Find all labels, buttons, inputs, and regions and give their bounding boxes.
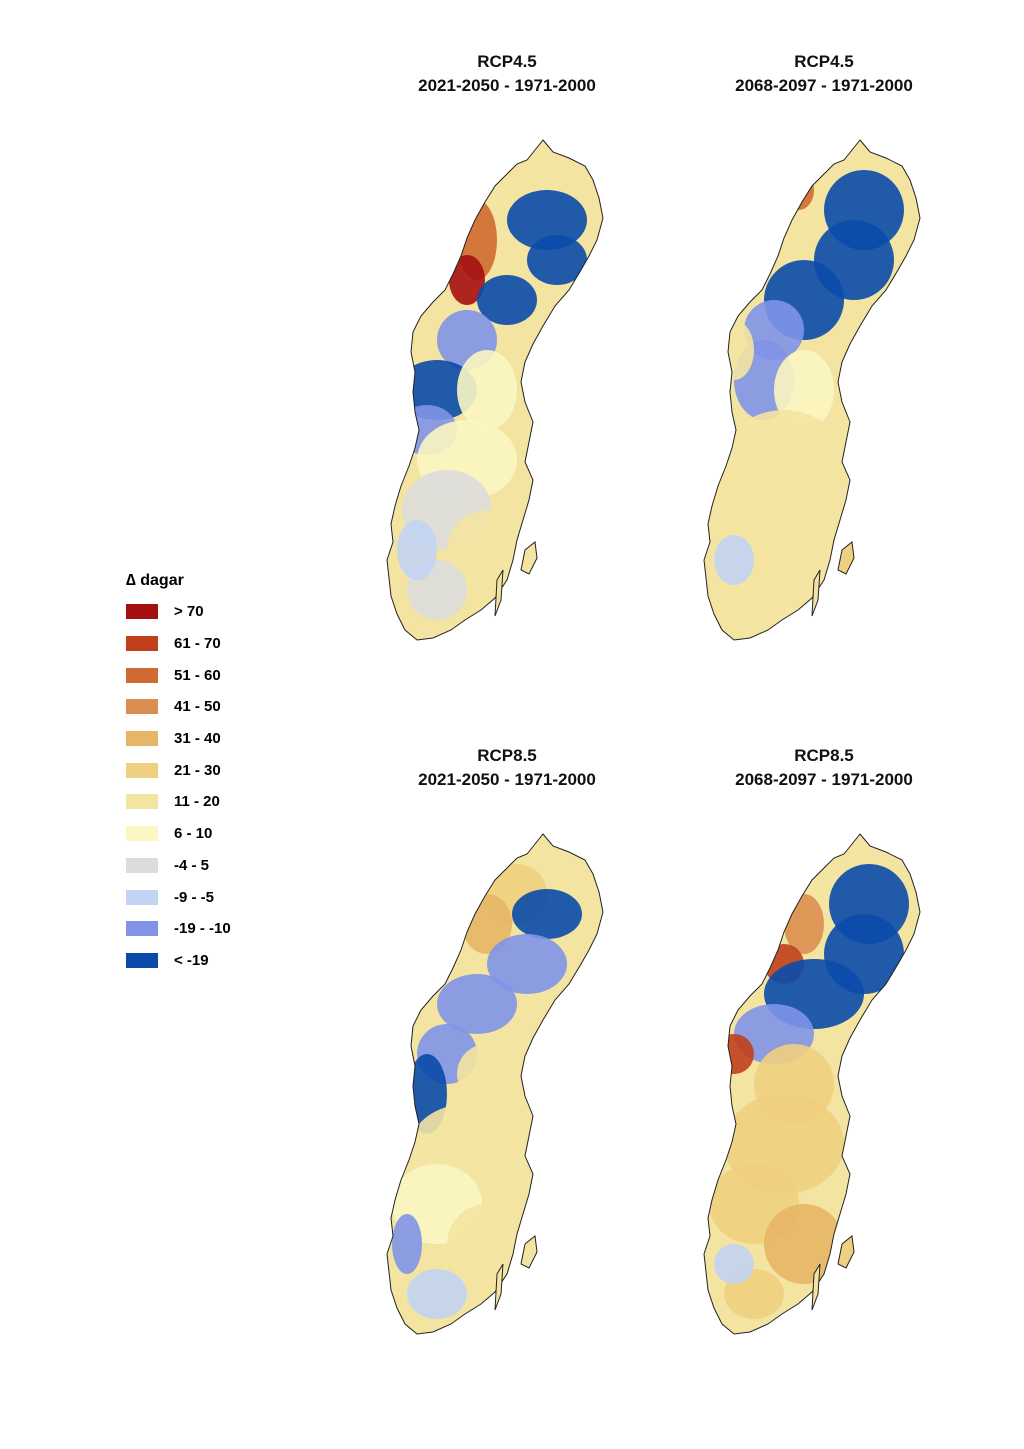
legend-item: 61 - 70	[126, 628, 231, 660]
map-region	[437, 974, 517, 1034]
legend-swatch	[126, 762, 158, 778]
map-region	[397, 520, 437, 580]
panel-title-scenario: RCP4.5	[477, 52, 537, 71]
map-region	[714, 320, 754, 380]
legend-swatch	[126, 857, 158, 873]
legend-swatch	[126, 636, 158, 652]
country-outline	[703, 139, 921, 641]
legend-item: 6 - 10	[126, 818, 231, 850]
legend-label: 61 - 70	[174, 635, 221, 653]
map-region	[714, 1244, 754, 1284]
panel-title-period: 2021-2050 - 1971-2000	[418, 76, 596, 95]
legend-label: 6 - 10	[174, 825, 213, 843]
legend-item: > 70	[126, 596, 231, 628]
island-oland	[494, 1263, 504, 1311]
island-oland	[811, 569, 821, 617]
island-gotland	[837, 541, 855, 575]
sweden-map	[703, 139, 921, 641]
map-region	[487, 934, 567, 994]
map-region	[527, 235, 587, 285]
legend-item: 21 - 30	[126, 754, 231, 786]
island-gotland	[520, 1235, 538, 1269]
legend-item: -4 - 5	[126, 850, 231, 882]
map-region	[764, 1204, 844, 1284]
map-region	[512, 889, 582, 939]
map-panel-rcp85-2021-2050: RCP8.5 2021-2050 - 1971-2000	[357, 744, 657, 1344]
map-region	[457, 350, 517, 430]
legend-label: 11 - 20	[174, 793, 220, 811]
country-outline	[703, 833, 921, 1335]
legend-label: -19 - -10	[174, 920, 231, 938]
map-fill	[704, 140, 920, 640]
map-region	[449, 255, 485, 305]
map-fill	[704, 834, 920, 1334]
map-region	[714, 1034, 754, 1074]
legend-item: 11 - 20	[126, 786, 231, 818]
legend-label: < -19	[174, 951, 209, 969]
legend-item: -9 - -5	[126, 881, 231, 913]
map-region	[447, 510, 527, 590]
island-oland	[494, 569, 504, 617]
map-region	[447, 1204, 527, 1284]
map-region	[477, 275, 537, 325]
map-fill	[387, 140, 603, 640]
sweden-map	[386, 833, 604, 1335]
legend-label: -9 - -5	[174, 888, 215, 906]
map-panel-rcp45-2068-2097: RCP4.5 2068-2097 - 1971-2000	[674, 50, 974, 650]
map-region	[764, 510, 844, 590]
legend-swatch	[126, 921, 158, 937]
map-region	[774, 350, 834, 430]
legend-label: -4 - 5	[174, 856, 210, 874]
legend-delta-symbol: ∆	[126, 572, 136, 589]
map-panel-rcp45-2021-2050: RCP4.5 2021-2050 - 1971-2000	[357, 50, 657, 650]
panel-title-scenario: RCP8.5	[477, 746, 537, 765]
legend-item: -19 - -10	[126, 913, 231, 945]
legend-swatch	[126, 731, 158, 747]
panel-title-scenario: RCP8.5	[794, 746, 854, 765]
legend-swatch	[126, 952, 158, 968]
panel-title-period: 2021-2050 - 1971-2000	[418, 770, 596, 789]
legend-label: 41 - 50	[174, 698, 221, 716]
map-region	[457, 1044, 517, 1104]
panel-title-period: 2068-2097 - 1971-2000	[735, 76, 913, 95]
legend-swatch	[126, 604, 158, 620]
legend-item: 31 - 40	[126, 723, 231, 755]
map-region	[734, 575, 794, 625]
panel-title-period: 2068-2097 - 1971-2000	[735, 770, 913, 789]
map-region	[714, 535, 754, 585]
map-fill	[387, 834, 603, 1334]
island-gotland	[520, 541, 538, 575]
map-region	[507, 190, 587, 250]
country-outline	[386, 139, 604, 641]
country-outline	[386, 833, 604, 1335]
legend-label: 31 - 40	[174, 730, 221, 748]
sweden-map	[703, 833, 921, 1335]
legend-label: > 70	[174, 603, 204, 621]
legend-swatch	[126, 667, 158, 683]
legend-item: < -19	[126, 945, 231, 977]
map-panel-rcp85-2068-2097: RCP8.5 2068-2097 - 1971-2000	[674, 744, 974, 1344]
legend-swatch	[126, 826, 158, 842]
legend-swatch	[126, 794, 158, 810]
map-region	[397, 360, 477, 420]
map-region	[392, 1214, 422, 1274]
map-region	[407, 1269, 467, 1319]
legend-swatch	[126, 699, 158, 715]
legend-unit: dagar	[140, 572, 184, 589]
legend-label: 51 - 60	[174, 666, 221, 684]
island-oland	[811, 1263, 821, 1311]
legend: ∆ dagar > 70 61 - 70 51 - 60 41 - 50 31 - 40…	[126, 570, 231, 976]
legend-item: 51 - 60	[126, 659, 231, 691]
sweden-map	[386, 139, 604, 641]
legend-label: 21 - 30	[174, 761, 221, 779]
legend-title: ∆ dagar	[126, 570, 231, 592]
island-gotland	[837, 1235, 855, 1269]
panel-title-scenario: RCP4.5	[794, 52, 854, 71]
legend-swatch	[126, 889, 158, 905]
legend-item: 41 - 50	[126, 691, 231, 723]
